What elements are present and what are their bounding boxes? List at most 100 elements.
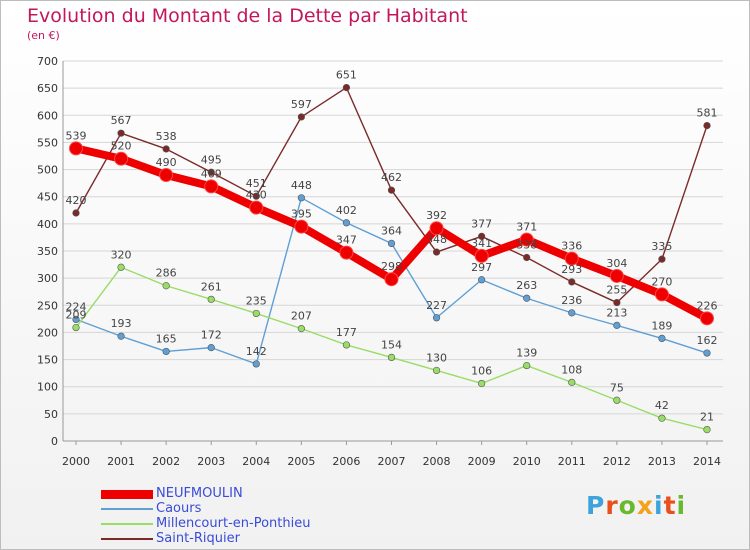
- data-point: [568, 309, 576, 317]
- data-point: [432, 248, 441, 256]
- data-point: [204, 179, 219, 194]
- data-point: [72, 323, 80, 332]
- data-label: 261: [201, 280, 222, 293]
- proxiti-logo: Proxiti: [586, 491, 686, 520]
- data-label: 469: [201, 167, 222, 180]
- data-label: 213: [606, 306, 627, 319]
- data-label: 538: [156, 130, 177, 143]
- data-point: [700, 311, 714, 326]
- data-point: [564, 251, 579, 266]
- data-point: [342, 341, 351, 349]
- data-label: 448: [291, 179, 312, 192]
- legend-swatch: [101, 508, 153, 510]
- data-point: [297, 113, 305, 121]
- y-tick-label: 600: [37, 109, 58, 122]
- data-label: 402: [336, 204, 357, 217]
- data-label: 297: [471, 261, 492, 274]
- data-label: 597: [291, 98, 312, 111]
- data-point: [432, 366, 441, 375]
- data-point: [523, 294, 531, 302]
- x-tick-label: 2009: [468, 455, 496, 468]
- x-tick-label: 2003: [197, 455, 225, 468]
- data-label: 236: [561, 294, 582, 307]
- data-point: [478, 379, 486, 388]
- data-label: 430: [246, 189, 267, 202]
- x-tick-label: 2008: [423, 455, 451, 468]
- data-label: 193: [111, 317, 132, 330]
- legend-label: Millencourt-en-Ponthieu: [156, 516, 311, 531]
- data-label: 255: [606, 284, 627, 297]
- legend-label: Caours: [156, 501, 202, 516]
- y-tick-label: 0: [51, 435, 58, 448]
- data-point: [159, 168, 174, 182]
- data-point: [117, 332, 125, 340]
- data-label: 177: [336, 326, 357, 339]
- data-point: [162, 282, 170, 290]
- data-label: 293: [561, 263, 582, 276]
- y-tick-label: 300: [37, 272, 58, 285]
- data-point: [252, 192, 260, 200]
- data-point: [613, 396, 621, 404]
- data-label: 338: [516, 239, 537, 252]
- data-label: 371: [516, 221, 537, 234]
- data-label: 298: [381, 260, 402, 273]
- data-point: [703, 349, 711, 357]
- data-label: 42: [655, 399, 669, 412]
- x-tick-label: 2012: [603, 455, 631, 468]
- y-tick-label: 250: [37, 299, 58, 312]
- data-point: [294, 219, 309, 234]
- data-point: [72, 209, 80, 217]
- logo-letter: P: [586, 491, 606, 520]
- logo-letter: i: [654, 491, 664, 520]
- x-tick-label: 2013: [648, 455, 676, 468]
- data-point: [568, 378, 576, 386]
- data-point: [162, 145, 170, 153]
- data-point: [297, 325, 305, 333]
- data-label: 495: [201, 153, 222, 166]
- data-point: [703, 121, 711, 130]
- data-label: 270: [651, 275, 672, 288]
- data-point: [523, 253, 531, 262]
- data-label: 75: [610, 381, 624, 394]
- legend-label: NEUFMOULIN: [156, 486, 243, 501]
- x-tick-label: 2002: [152, 455, 180, 468]
- x-tick-label: 2010: [513, 455, 541, 468]
- x-tick-label: 2007: [378, 455, 406, 468]
- y-tick-label: 350: [37, 245, 58, 258]
- data-label: 21: [700, 411, 714, 424]
- data-label: 341: [471, 237, 492, 250]
- data-label: 336: [561, 240, 582, 253]
- y-tick-label: 100: [37, 381, 58, 394]
- legend-swatch: [101, 523, 153, 525]
- data-label: 335: [651, 240, 672, 253]
- data-label: 462: [381, 171, 402, 184]
- data-label: 651: [336, 69, 357, 82]
- data-label: 154: [381, 338, 402, 351]
- x-tick-label: 2000: [62, 455, 90, 468]
- logo-letter: t: [663, 491, 677, 520]
- x-tick-label: 2006: [332, 455, 360, 468]
- data-point: [568, 278, 576, 286]
- data-label: 320: [111, 248, 132, 261]
- data-label: 226: [697, 299, 718, 312]
- data-point: [474, 248, 489, 263]
- legend-swatch: [101, 538, 153, 540]
- data-point: [387, 353, 396, 362]
- data-label: 165: [156, 332, 177, 345]
- data-point: [162, 347, 170, 356]
- data-point: [432, 314, 441, 322]
- data-label: 539: [66, 129, 87, 142]
- y-tick-label: 150: [37, 354, 58, 367]
- data-point: [249, 200, 264, 215]
- data-label: 207: [291, 310, 312, 323]
- data-point: [519, 232, 534, 247]
- data-point: [609, 268, 624, 283]
- data-point: [658, 255, 666, 263]
- data-label: 395: [291, 208, 312, 221]
- data-point: [429, 221, 444, 236]
- data-point: [207, 344, 215, 352]
- x-tick-label: 2011: [558, 455, 586, 468]
- data-point: [387, 239, 396, 247]
- data-point: [252, 360, 260, 368]
